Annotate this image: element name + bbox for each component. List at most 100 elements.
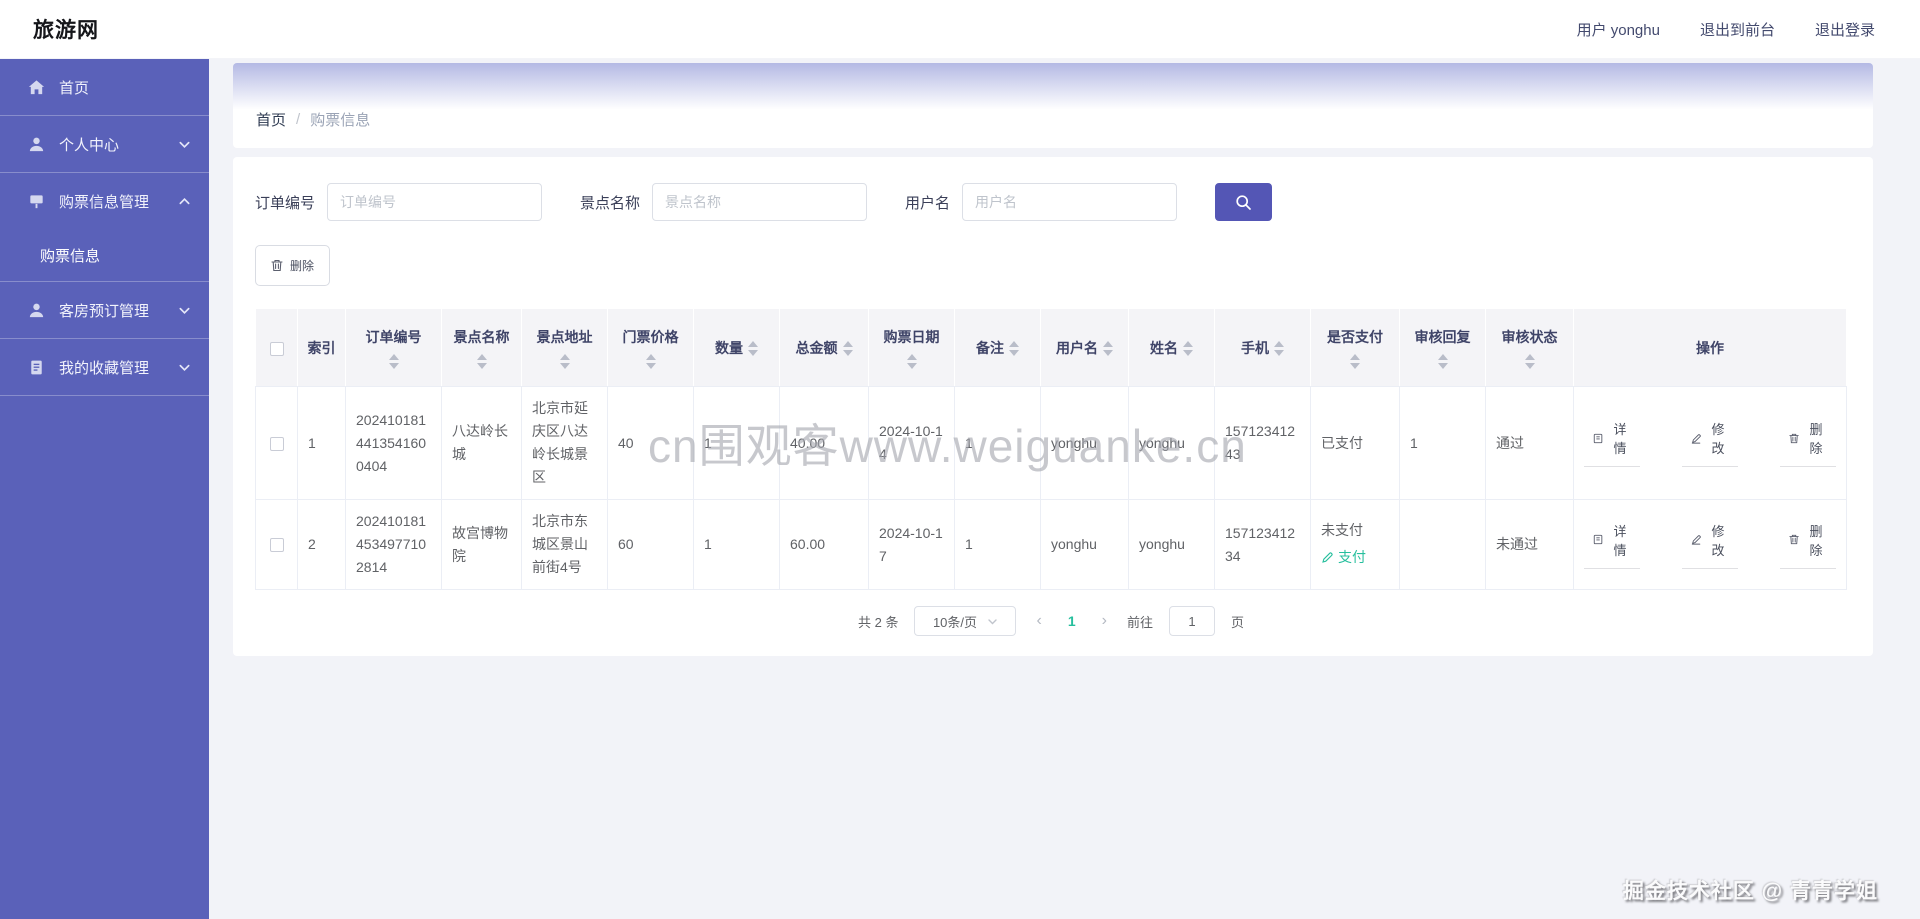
sort-caret[interactable] [1350, 353, 1360, 369]
sort-caret[interactable] [645, 353, 656, 369]
sort-caret[interactable] [559, 353, 570, 369]
sidebar-subitem-ticket-info[interactable]: 购票信息 [0, 229, 209, 281]
sort-caret[interactable] [906, 353, 917, 369]
ticket-icon [30, 194, 43, 208]
cell-name: yonghu [1128, 499, 1215, 590]
sort-caret[interactable] [1103, 341, 1113, 357]
topbar-logout-link[interactable]: 退出登录 [1814, 21, 1875, 39]
cell-ticket-price: 40 [607, 386, 694, 500]
sort-caret[interactable] [842, 341, 853, 357]
topbar: 旅游网 用户 yonghu 退出到前台 退出登录 [0, 0, 1920, 59]
sidebar: 首页 个人中心 购票信息管理 购票信息 客房预订管理 我的收藏管理 [0, 59, 209, 919]
cell-total-amount: 40.00 [779, 386, 869, 500]
sidebar-item-home[interactable]: 首页 [0, 59, 209, 115]
detail-button[interactable]: 详情 [1584, 521, 1640, 569]
order-no-input[interactable] [327, 183, 543, 221]
cell-order-no: 2024101814534977102814 [345, 499, 442, 590]
cell-audit-status: 未通过 [1485, 499, 1574, 590]
table-row: 2 2024101814534977102814 故宫博物院 北京市东城区景山前… [255, 499, 1847, 590]
col-header-ticket-price: 门票价格 [607, 308, 694, 387]
bulk-delete-button[interactable]: 删除 [255, 245, 331, 286]
sort-caret[interactable] [748, 341, 758, 357]
sort-caret[interactable] [388, 353, 399, 369]
pay-button[interactable]: 支付 [1321, 546, 1366, 569]
sort-caret[interactable] [1524, 353, 1535, 369]
cell-purchase-date: 2024-10-14 [868, 386, 955, 500]
app-logo: 旅游网 [33, 19, 99, 42]
main-content: 首页 / 购票信息 订单编号 景点名称 用户名 [209, 59, 1920, 919]
cell-audit-status: 通过 [1485, 386, 1574, 500]
cell-paid-status: 已支付 [1310, 386, 1400, 500]
sidebar-item-label: 个人中心 [59, 136, 120, 154]
table-toolbar: 删除 [255, 245, 1847, 286]
edit-button[interactable]: 修改 [1682, 419, 1738, 467]
sort-caret[interactable] [1009, 341, 1019, 357]
chevron-down-icon [179, 307, 190, 314]
sidebar-item-ticket-info-management[interactable]: 购票信息管理 [0, 173, 209, 229]
chevron-down-icon [988, 618, 997, 624]
sort-caret[interactable] [1183, 341, 1193, 357]
credit-text: 掘金技术社区 @ 青青学姐 [1622, 880, 1878, 903]
sidebar-item-room-booking-management[interactable]: 客房预订管理 [0, 282, 209, 338]
cell-ticket-price: 60 [607, 499, 694, 590]
sort-caret[interactable] [1437, 353, 1448, 369]
goto-page-input[interactable] [1168, 606, 1215, 636]
page-number-current[interactable]: 1 [1067, 613, 1076, 629]
col-header-paid: 是否支付 [1310, 308, 1400, 387]
detail-button[interactable]: 详情 [1584, 419, 1640, 467]
chevron-up-icon [179, 197, 190, 204]
sidebar-item-label: 我的收藏管理 [59, 359, 150, 377]
cell-remark: 1 [954, 499, 1041, 590]
cell-order-no: 2024101814413541600404 [345, 386, 442, 500]
search-button[interactable] [1215, 183, 1273, 221]
cell-scenic-name: 八达岭长城 [441, 386, 522, 500]
divider [0, 281, 209, 282]
sidebar-item-favorites-management[interactable]: 我的收藏管理 [0, 339, 209, 395]
pagination-total: 共 2 条 [858, 614, 899, 630]
breadcrumb-card: 首页 / 购票信息 [233, 63, 1873, 148]
sort-caret[interactable] [476, 353, 487, 369]
col-header-scenic-name: 景点名称 [441, 308, 522, 387]
order-no-field-group: 订单编号 [255, 183, 543, 221]
cell-username: yonghu [1040, 499, 1129, 590]
home-icon [28, 79, 45, 94]
cell-paid-status: 未支付 支付 [1310, 499, 1400, 590]
edit-icon [1691, 535, 1701, 545]
user-icon [29, 303, 44, 317]
row-checkbox[interactable] [269, 436, 284, 451]
page-unit-label: 页 [1230, 614, 1244, 630]
breadcrumb-home[interactable]: 首页 [256, 112, 287, 129]
select-all-checkbox[interactable] [269, 341, 284, 356]
edit-icon [1691, 433, 1701, 444]
sidebar-item-label: 购票信息管理 [59, 193, 150, 211]
cell-index: 2 [297, 499, 346, 590]
col-header-remark: 备注 [954, 308, 1041, 387]
prev-page-button[interactable]: ‹ [1032, 612, 1045, 630]
col-header-quantity: 数量 [693, 308, 780, 387]
sidebar-subitem-label: 购票信息 [40, 247, 101, 265]
topbar-exit-frontend-link[interactable]: 退出到前台 [1699, 21, 1775, 39]
next-page-button[interactable]: › [1098, 612, 1111, 630]
orders-table: 索引 订单编号 景点名称 景点地址 门票价格 数量 总金额 购票日期 备注 用户… [255, 308, 1847, 590]
main-card: 订单编号 景点名称 用户名 删除 [233, 157, 1873, 656]
row-checkbox[interactable] [269, 538, 284, 553]
order-no-label: 订单编号 [255, 194, 316, 212]
document-icon [31, 360, 42, 374]
col-header-audit-status: 审核状态 [1485, 308, 1574, 387]
edit-button[interactable]: 修改 [1682, 521, 1738, 569]
scenic-name-input[interactable] [652, 183, 868, 221]
sidebar-item-personal-center[interactable]: 个人中心 [0, 116, 209, 172]
cell-phone: 15712341243 [1214, 386, 1311, 500]
delete-button[interactable]: 删除 [1780, 419, 1836, 467]
sort-caret[interactable] [1274, 341, 1284, 357]
cell-scenic-name: 故宫博物院 [441, 499, 522, 590]
topbar-user-link[interactable]: 用户 yonghu [1576, 21, 1660, 39]
cell-purchase-date: 2024-10-17 [868, 499, 955, 590]
col-header-phone: 手机 [1214, 308, 1311, 387]
page-size-select[interactable]: 10条/页 [914, 606, 1017, 636]
username-input[interactable] [962, 183, 1178, 221]
delete-button[interactable]: 删除 [1780, 521, 1836, 569]
cell-index: 1 [297, 386, 346, 500]
username-label: 用户名 [905, 194, 951, 212]
detail-icon [1593, 433, 1603, 443]
